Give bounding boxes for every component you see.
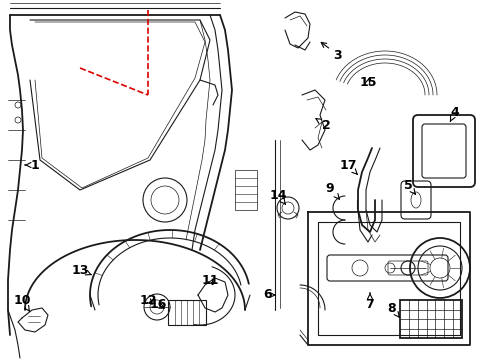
Text: 12: 12 [139, 293, 157, 306]
Text: 16: 16 [149, 298, 166, 311]
Text: 11: 11 [201, 274, 218, 287]
Text: 10: 10 [13, 293, 31, 312]
Text: 14: 14 [269, 189, 286, 204]
Bar [399, 300, 461, 338]
Text: 2: 2 [315, 118, 330, 131]
Text: 13: 13 [71, 264, 91, 276]
Text: 17: 17 [339, 158, 357, 175]
Text: 4: 4 [449, 105, 458, 121]
Text: 15: 15 [359, 76, 376, 89]
Text: 1: 1 [25, 158, 40, 171]
Text: 9: 9 [325, 181, 339, 199]
Bar [168, 300, 205, 325]
Text: 3: 3 [321, 42, 342, 62]
Text: 5: 5 [403, 179, 414, 194]
Bar [235, 170, 257, 210]
Text: 6: 6 [263, 288, 275, 302]
Text: 8: 8 [387, 302, 399, 317]
Text: 7: 7 [365, 293, 374, 311]
